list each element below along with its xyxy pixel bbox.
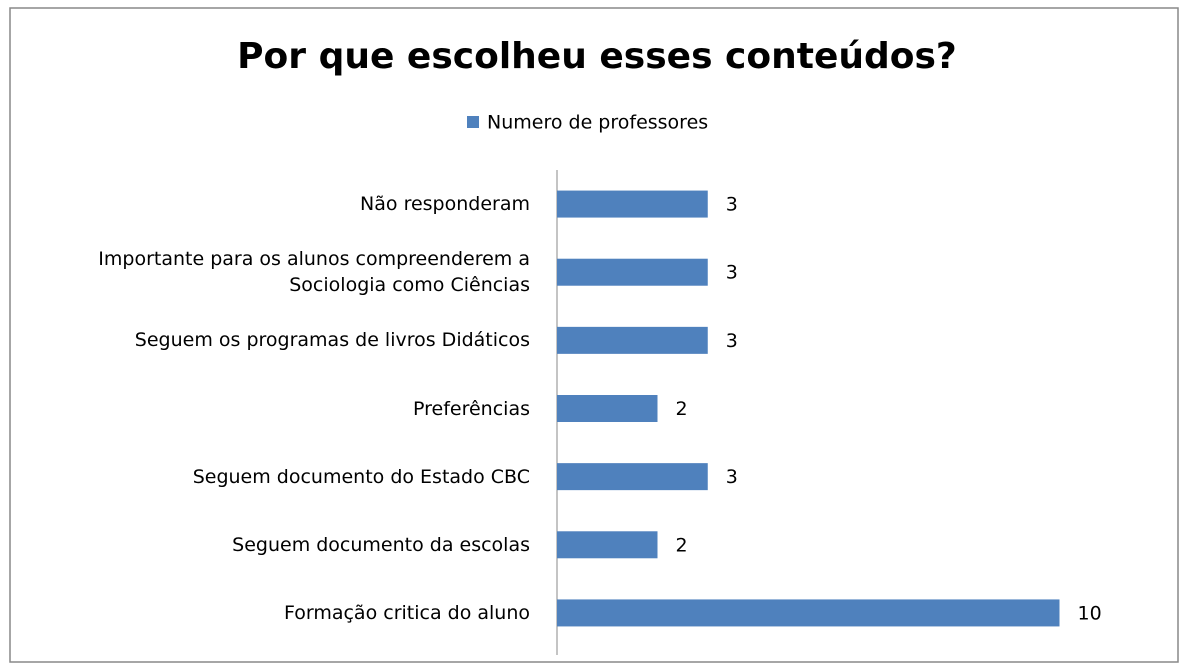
data-label: 2	[676, 534, 688, 556]
category-label: Importante para os alunos compreenderem …	[98, 248, 530, 297]
bar	[557, 599, 1060, 627]
legend-label: Numero de professores	[487, 112, 708, 134]
category-label: Não responderam	[360, 193, 530, 216]
category-label: Formação critica do aluno	[283, 601, 530, 624]
data-label: 2	[676, 398, 688, 420]
bar	[557, 531, 658, 559]
legend-swatch	[467, 116, 479, 128]
data-label: 10	[1078, 602, 1102, 624]
category-label: Preferências	[413, 397, 530, 420]
chart-title: Por que escolheu esses conteúdos?	[237, 36, 957, 77]
data-label: 3	[726, 466, 738, 488]
bar	[557, 326, 708, 354]
bar	[557, 190, 708, 218]
bar	[557, 258, 708, 286]
category-label: Seguem documento da escolas	[232, 533, 530, 556]
category-label: Seguem os programas de livros Didáticos	[134, 329, 530, 352]
category-label: Seguem documento do Estado CBC	[192, 465, 530, 488]
data-label: 3	[726, 262, 738, 284]
data-label: 3	[726, 194, 738, 216]
bar	[557, 463, 708, 491]
bar	[557, 395, 658, 422]
data-label: 3	[726, 330, 738, 352]
